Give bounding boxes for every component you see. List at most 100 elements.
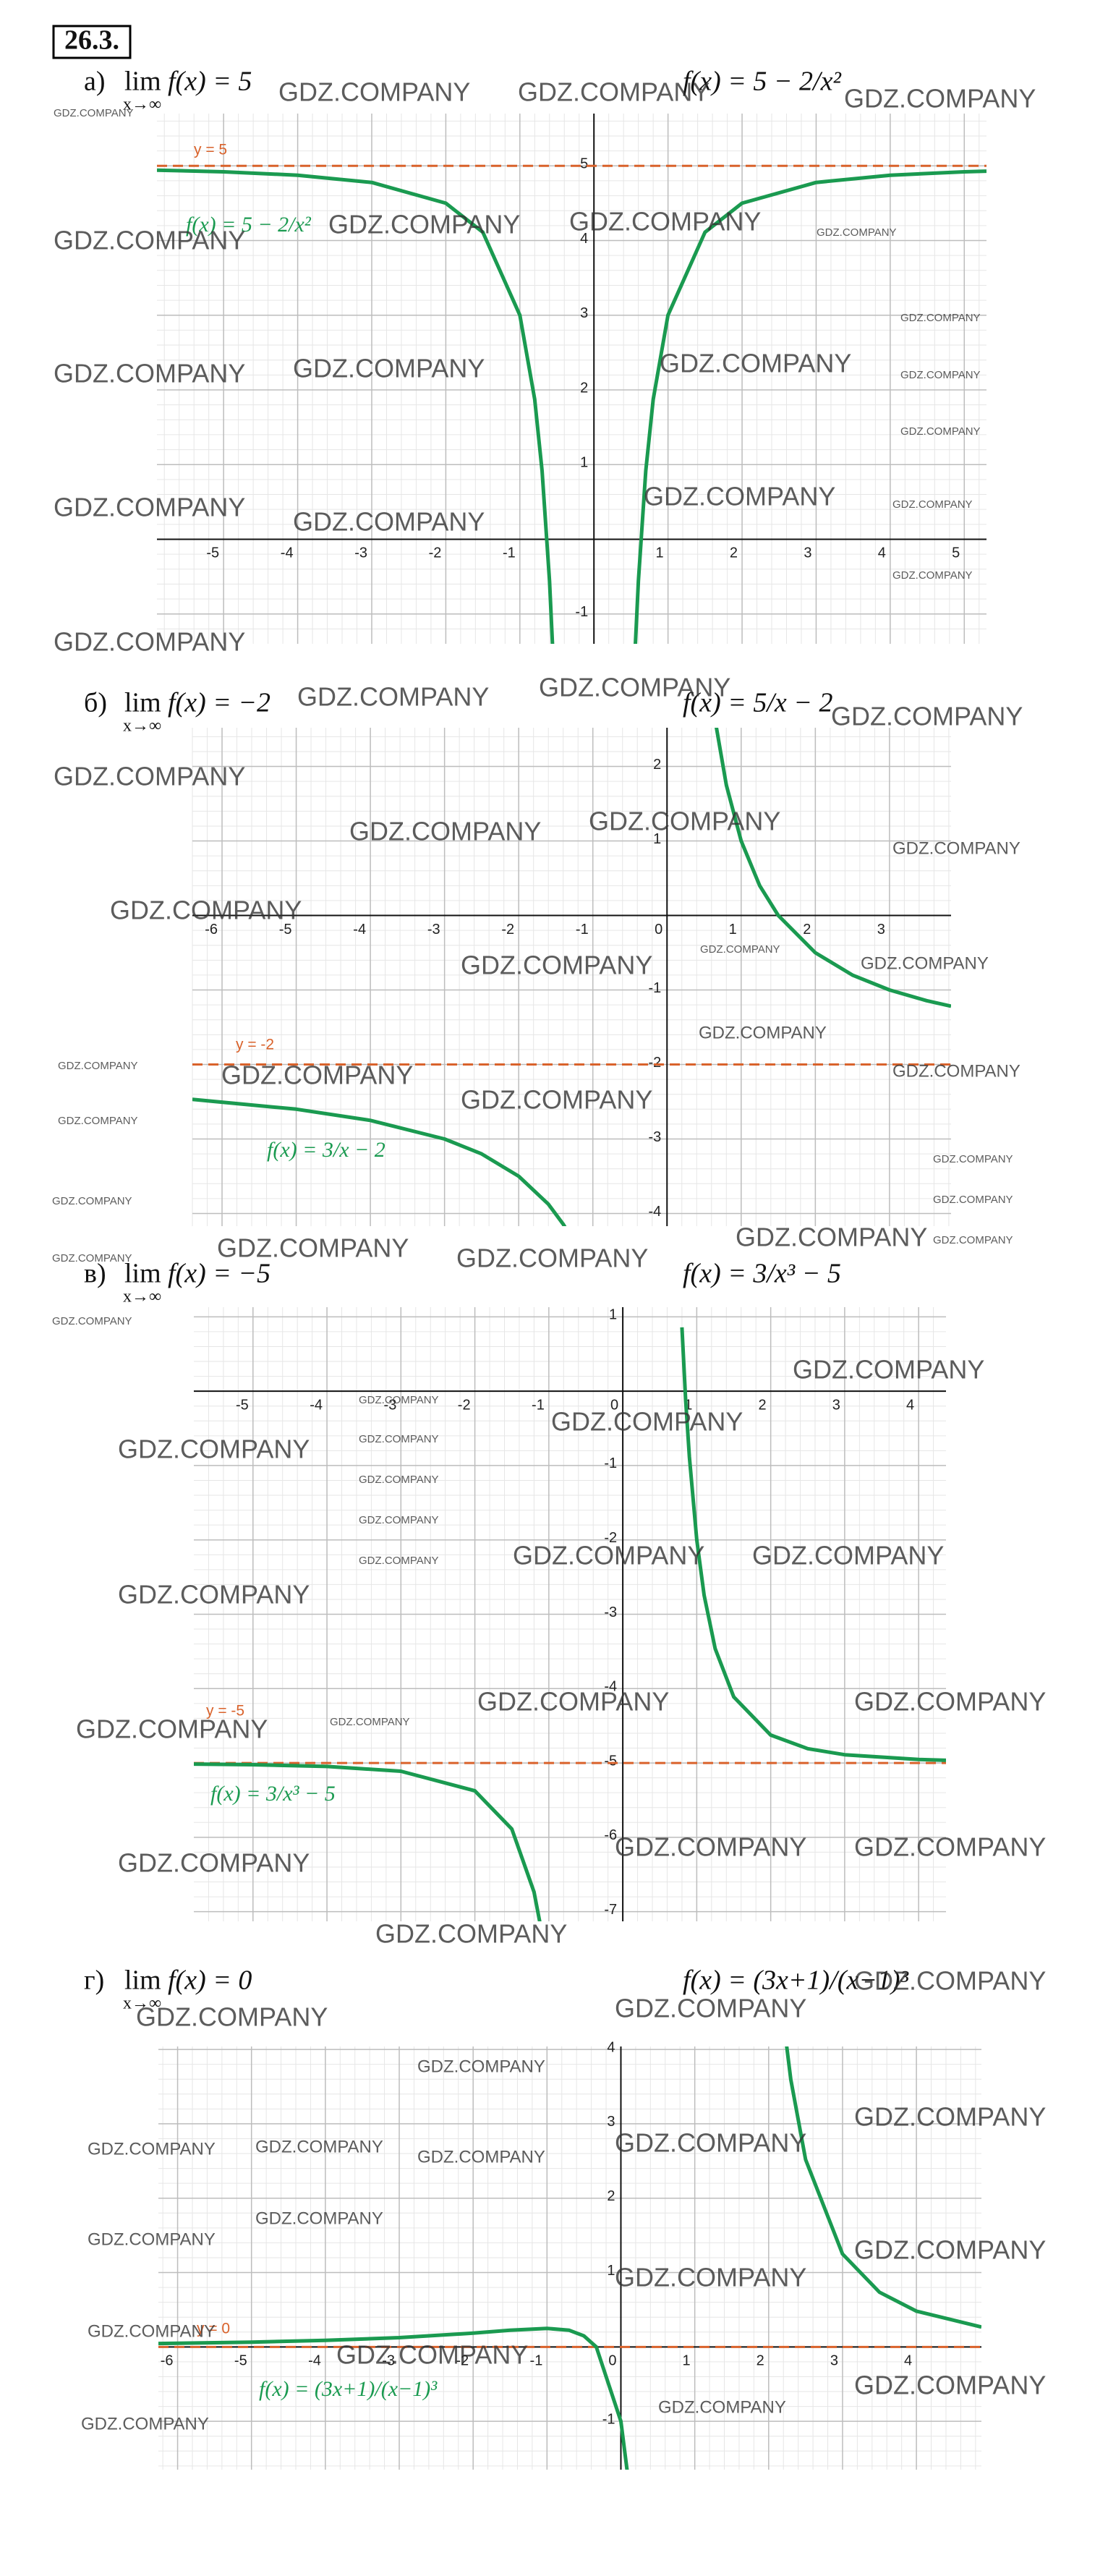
watermark: GDZ.COMPANY (854, 1687, 1046, 1717)
lim-word: lim (124, 1965, 161, 1996)
watermark: GDZ.COMPANY (477, 1687, 669, 1717)
plot (157, 114, 986, 644)
lim-under: x→∞ (123, 1994, 161, 2013)
watermark: GDZ.COMPANY (892, 498, 973, 511)
watermark: GDZ.COMPANY (118, 1434, 310, 1464)
watermark: GDZ.COMPANY (817, 226, 897, 239)
watermark: GDZ.COMPANY (118, 1848, 310, 1878)
x-tick-label: 2 (803, 922, 811, 938)
watermark: GDZ.COMPANY (359, 1514, 439, 1526)
watermark: GDZ.COMPANY (76, 1714, 268, 1744)
part-label: а) (84, 67, 106, 97)
y-tick-label: 1 (580, 455, 588, 471)
curve (157, 168, 986, 644)
x-tick-label: 4 (878, 545, 886, 561)
y-tick-label: -3 (604, 1604, 617, 1620)
y-tick-label: 4 (607, 2039, 615, 2055)
x-tick-label: -3 (382, 2353, 395, 2369)
watermark: GDZ.COMPANY (349, 817, 541, 846)
x-tick-label: -2 (501, 922, 514, 938)
y-tick-label: -1 (604, 1455, 617, 1471)
y-tick-label: -4 (604, 1679, 617, 1695)
watermark: GDZ.COMPANY (900, 425, 981, 438)
limit-value: f(x) = −2 (168, 688, 270, 718)
asymptote-label: y = 5 (194, 142, 227, 158)
watermark: GDZ.COMPANY (933, 1234, 1013, 1246)
watermark: GDZ.COMPANY (359, 1474, 439, 1486)
watermark: GDZ.COMPANY (461, 951, 652, 980)
watermark: GDZ.COMPANY (933, 1194, 1013, 1206)
watermark: GDZ.COMPANY (539, 673, 730, 702)
x-tick-label: -2 (456, 2353, 469, 2369)
watermark: GDZ.COMPANY (736, 1223, 927, 1252)
watermark: GDZ.COMPANY (221, 1060, 413, 1090)
x-tick-label: -3 (384, 1397, 397, 1413)
watermark: GDZ.COMPANY (293, 507, 485, 537)
y-tick-label: -7 (604, 1902, 617, 1918)
lim-under: x→∞ (123, 1288, 161, 1306)
watermark: GDZ.COMPANY (255, 2209, 383, 2228)
watermark: GDZ.COMPANY (88, 2139, 216, 2159)
watermark: GDZ.COMPANY (359, 1555, 439, 1567)
watermark: GDZ.COMPANY (328, 210, 520, 239)
watermark: GDZ.COMPANY (615, 1994, 806, 2023)
x-tick-label: 5 (952, 545, 960, 561)
watermark: GDZ.COMPANY (330, 1716, 410, 1728)
watermark: GDZ.COMPANY (854, 2102, 1046, 2132)
watermark: GDZ.COMPANY (700, 943, 780, 956)
x-tick-label: 2 (759, 1397, 767, 1413)
formula: f(x) = 5 − 2/x² (683, 67, 841, 97)
x-tick-label: -5 (206, 545, 219, 561)
x-tick-label: -1 (530, 2353, 543, 2369)
watermark: GDZ.COMPANY (551, 1407, 743, 1437)
y-tick-label: 3 (607, 2114, 615, 2130)
y-tick-label: -4 (648, 1204, 661, 1220)
limit-value: f(x) = 5 (168, 67, 252, 97)
formula: f(x) = 3/x³ − 5 (683, 1259, 841, 1289)
watermark: GDZ.COMPANY (52, 1195, 132, 1207)
watermark: GDZ.COMPANY (660, 349, 851, 378)
part-label: б) (84, 688, 107, 718)
plot (192, 728, 951, 1226)
watermark: GDZ.COMPANY (54, 493, 245, 522)
x-tick-label: 2 (757, 2353, 764, 2369)
y-tick-label: 2 (607, 2188, 615, 2204)
lim-word: lim (124, 688, 161, 718)
x-tick-label: -6 (161, 2353, 174, 2369)
x-tick-label: -4 (308, 2353, 321, 2369)
watermark: GDZ.COMPANY (58, 1060, 138, 1072)
curve (158, 2046, 981, 2470)
watermark: GDZ.COMPANY (615, 2263, 806, 2292)
x-tick-label: 1 (656, 545, 664, 561)
watermark: GDZ.COMPANY (615, 1832, 806, 1862)
watermark: GDZ.COMPANY (54, 107, 134, 119)
limit-value: f(x) = −5 (168, 1259, 270, 1289)
x-tick-label: -5 (234, 2353, 247, 2369)
x-tick-label: 2 (730, 545, 738, 561)
watermark: GDZ.COMPANY (854, 2235, 1046, 2265)
watermark: GDZ.COMPANY (752, 1541, 944, 1570)
curve-label: f(x) = (3x+1)/(x−1)³ (259, 2377, 438, 2401)
watermark: GDZ.COMPANY (336, 2340, 528, 2370)
watermark: GDZ.COMPANY (118, 1580, 310, 1610)
lim-word: lim (124, 1259, 161, 1289)
limit-value: f(x) = 0 (168, 1965, 252, 1996)
watermark: GDZ.COMPANY (217, 1233, 409, 1263)
y-tick-label: -3 (648, 1129, 661, 1145)
watermark: GDZ.COMPANY (892, 1061, 1020, 1081)
x-tick-label: 3 (877, 922, 885, 938)
watermark: GDZ.COMPANY (699, 1023, 827, 1042)
x-tick-label: -4 (281, 545, 294, 561)
x-tick-label: 1 (729, 922, 737, 938)
x-tick-label: -5 (279, 922, 292, 938)
watermark: GDZ.COMPANY (359, 1394, 439, 1406)
x-tick-label: 3 (830, 2353, 838, 2369)
x-tick-label: 4 (904, 2353, 912, 2369)
formula: f(x) = (3x+1)/(x−1)³ (683, 1965, 909, 1996)
watermark: GDZ.COMPANY (589, 807, 780, 836)
watermark: GDZ.COMPANY (52, 1315, 132, 1327)
y-tick-label: -2 (648, 1055, 661, 1071)
watermark: GDZ.COMPANY (854, 1832, 1046, 1862)
x-tick-label: 4 (906, 1397, 914, 1413)
curve (192, 728, 951, 1226)
